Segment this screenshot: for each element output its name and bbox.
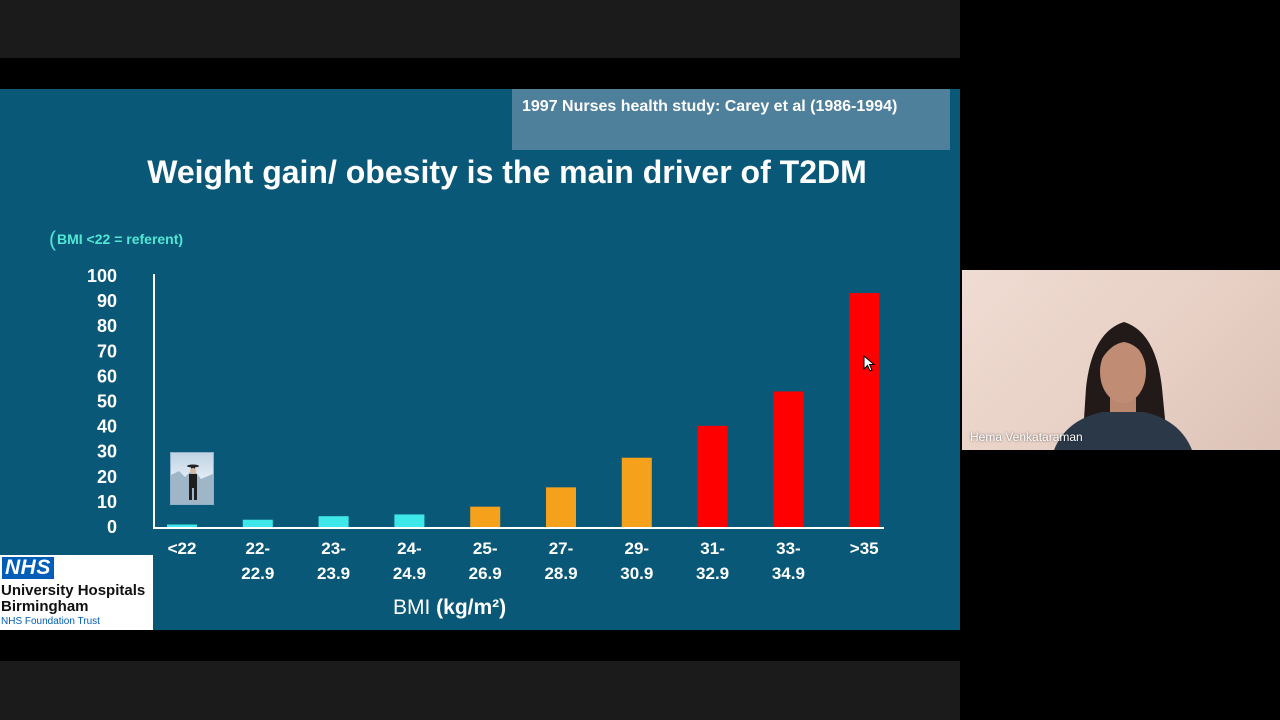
mouse-cursor-icon [863,355,876,372]
x-tick-label: 22.9 [241,564,274,583]
y-tick-label: 60 [97,366,117,386]
referent-paren: ( [49,228,56,251]
bar [470,506,501,527]
x-axis-title-main: BMI [393,596,437,619]
x-tick-label: 26.9 [469,564,502,583]
bar [546,487,576,527]
x-tick-label: 24.9 [393,564,426,583]
x-tick-label: <22 [168,539,197,558]
y-tick-label: 20 [97,467,117,487]
x-tick-label: 33- [776,539,801,558]
citation-box: 1997 Nurses health study: Carey et al (1… [512,89,950,150]
bar [242,519,273,527]
participant-name: Hema Venkataraman [970,430,1083,444]
bar [394,514,425,527]
y-tick-label: 10 [97,492,117,512]
top-letterbox [0,0,960,58]
presentation-slide: 1997 Nurses health study: Carey et al (1… [0,89,960,630]
participant-avatar-icon [1054,322,1192,450]
x-tick-label: 32.9 [696,564,729,583]
nhs-logo: NHS University Hospitals Birmingham NHS … [0,555,153,630]
nhs-trust-label: NHS Foundation Trust [1,616,100,627]
x-tick-label: 28.9 [544,564,577,583]
y-tick-label: 70 [97,341,117,361]
x-tick-label: 27- [549,539,574,558]
y-tick-label: 0 [107,517,117,537]
slide-title: Weight gain/ obesity is the main driver … [147,154,867,190]
referent-text: BMI <22 = referent) [57,231,184,247]
x-tick-label: 29- [625,539,650,558]
nhs-org-line1: University Hospitals [1,582,146,599]
x-tick-label: 25- [473,539,498,558]
bar [697,425,728,527]
bar [318,516,349,527]
person-photo [170,452,214,505]
x-tick-label: >35 [850,539,879,558]
referent-note: (BMI <22 = referent) [49,228,183,251]
x-tick-label: 24- [397,539,422,558]
x-tick-label: 23.9 [317,564,350,583]
bar [621,457,652,527]
x-axis-title-unit: (kg/m²) [436,596,507,619]
x-tick-label: 23- [321,539,346,558]
y-tick-label: 90 [97,291,117,311]
y-tick-label: 50 [97,392,117,412]
x-tick-label: 22- [246,539,271,558]
x-tick-label: 31- [700,539,725,558]
bottom-letterbox [0,661,960,720]
nhs-org-line2: Birmingham [1,598,89,615]
bar [849,293,880,527]
y-tick-label: 100 [87,266,117,286]
x-tick-label: 30.9 [620,564,653,583]
x-tick-label: 34.9 [772,564,805,583]
bar-chart: 0 10 20 30 40 50 60 70 80 90 100 <22 22- 22.9 23- 23.9 2… [87,266,884,583]
x-axis-title: BMI (kg/m²) [393,596,506,620]
participant-video[interactable]: Hema Venkataraman [962,270,1280,450]
y-tick-label: 30 [97,442,117,462]
y-tick-label: 80 [97,316,117,336]
bar [773,391,804,527]
bar [167,524,197,527]
y-tick-label: 40 [97,417,117,437]
nhs-org-name: University Hospitals Birmingham [1,583,145,615]
nhs-badge: NHS [2,557,54,579]
